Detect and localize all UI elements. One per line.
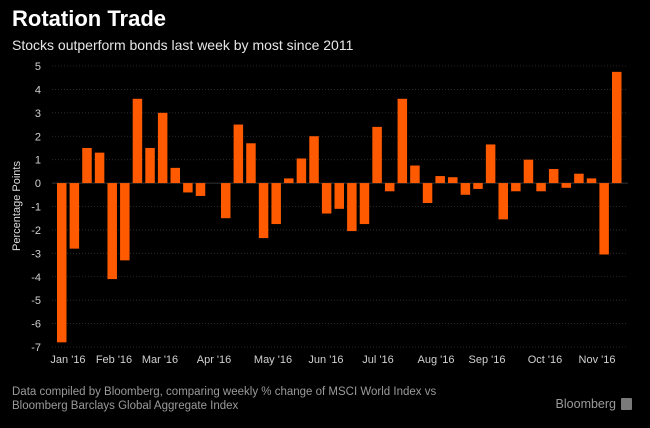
y-tick-label: -2 [31, 225, 41, 237]
bar [321, 183, 332, 214]
bar [536, 183, 546, 192]
x-tick-label: Jan '16 [50, 354, 85, 366]
bar [195, 183, 206, 196]
bar [107, 183, 117, 280]
bar [246, 143, 256, 184]
y-tick-label: 4 [35, 84, 41, 96]
bar [574, 173, 584, 184]
bar [157, 112, 168, 184]
bar [359, 183, 370, 225]
y-tick-label: 3 [35, 108, 41, 120]
x-tick-label: Jun '16 [308, 354, 343, 366]
y-tick-label: 2 [35, 131, 41, 143]
bar [120, 183, 130, 261]
x-tick-label: May '16 [254, 354, 292, 366]
chart-title: Rotation Trade [12, 6, 167, 31]
x-tick-label: Aug '16 [418, 354, 455, 366]
y-tick-label: -7 [31, 342, 41, 354]
bar [57, 183, 67, 343]
bar [233, 124, 244, 184]
bar [435, 176, 445, 184]
bar [170, 167, 181, 184]
y-tick-label: -1 [31, 202, 41, 214]
bar [384, 183, 395, 192]
x-tick-labels: Jan '16 Feb '16 Mar '16 Apr '16 May '16 Jun '… [50, 354, 615, 366]
chart-subtitle: Stocks outperform bonds last week by mos… [12, 37, 354, 53]
bar [473, 183, 483, 189]
bar [284, 178, 294, 184]
bar [410, 165, 420, 184]
bar [258, 183, 269, 239]
x-tick-label: Apr '16 [197, 354, 232, 366]
y-tick-label: 1 [35, 155, 41, 167]
bar [448, 177, 458, 184]
bar [511, 183, 521, 192]
bar [561, 183, 572, 188]
bar [347, 183, 357, 232]
bar [372, 126, 382, 184]
bar [94, 152, 105, 184]
bar [460, 183, 471, 195]
footnote-line-1: Data compiled by Bloomberg, comparing we… [12, 386, 437, 398]
x-tick-label: Mar '16 [142, 354, 178, 366]
bar [397, 98, 408, 184]
y-tick-label: -3 [31, 248, 41, 260]
bar [145, 147, 155, 184]
y-axis-label: Percentage Points [11, 161, 23, 251]
y-tick-label: -5 [31, 295, 41, 307]
brand-logo-text: Bloomberg [555, 397, 616, 411]
y-tick-label: 0 [35, 178, 41, 190]
bar [220, 183, 231, 219]
bar [296, 158, 307, 184]
bar [612, 71, 622, 184]
bar [82, 147, 92, 184]
bar [523, 159, 534, 184]
bar [599, 183, 609, 255]
x-tick-label: Sep '16 [469, 354, 506, 366]
bar [69, 183, 80, 249]
bar [309, 136, 319, 184]
bar [548, 169, 559, 184]
y-tick-label: 5 [35, 61, 41, 73]
bar [132, 98, 143, 184]
bar [183, 183, 193, 193]
bar [485, 144, 496, 184]
y-tick-labels: 5 4 3 2 1 0 -1 -2 -3 -4 -5 -6 -7 [31, 61, 41, 354]
bars [57, 71, 622, 343]
bar [422, 183, 433, 203]
x-tick-label: Feb '16 [96, 354, 132, 366]
x-tick-label: Jul '16 [362, 354, 393, 366]
y-tick-label: -4 [31, 272, 41, 284]
x-tick-label: Oct '16 [528, 354, 563, 366]
bar [271, 183, 281, 225]
bar [334, 183, 344, 209]
footnote: Data compiled by Bloomberg, comparing we… [12, 385, 436, 413]
bloomberg-terminal-icon [621, 398, 632, 410]
bar-chart: 5 4 3 2 1 0 -1 -2 -3 -4 -5 -6 -7 Jan '16 Feb '16 Mar '… [11, 61, 628, 366]
bar [498, 183, 508, 220]
footnote-line-2: Bloomberg Barclays Global Aggregate Inde… [12, 400, 239, 412]
bar [586, 178, 597, 184]
x-tick-label: Nov '16 [579, 354, 616, 366]
y-tick-label: -6 [31, 319, 41, 331]
